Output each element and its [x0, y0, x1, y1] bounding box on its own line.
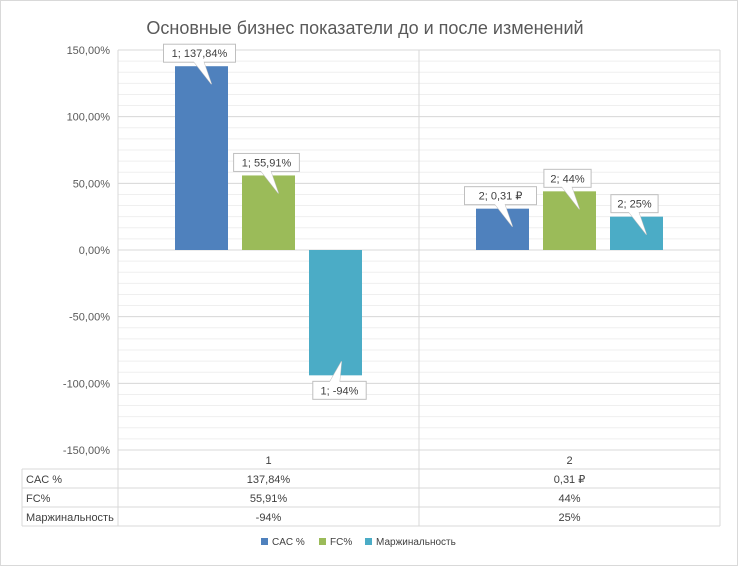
y-tick-label: 100,00% [67, 112, 111, 124]
legend-swatch [365, 538, 372, 545]
legend-item: Маржинальность [365, 537, 456, 548]
svg-text:1; -94%: 1; -94% [321, 385, 359, 397]
y-tick-label: -150,00% [63, 445, 110, 457]
data-label: 1; 55,91% [233, 152, 300, 194]
data-label: 1; 137,84% [163, 43, 236, 85]
category-label: 2 [566, 455, 572, 467]
table-cell: 0,31 ₽ [554, 474, 585, 486]
y-tick-label: 0,00% [79, 245, 110, 257]
table-cell: 44% [558, 493, 580, 505]
bar [309, 250, 362, 376]
svg-text:2; 0,31 ₽: 2; 0,31 ₽ [479, 191, 523, 203]
y-tick-label: -50,00% [69, 312, 110, 324]
data-label: 1; -94% [312, 361, 367, 400]
table-row-label: FC% [26, 493, 51, 505]
legend-label: Маржинальность [376, 537, 456, 548]
legend-item: FC% [319, 537, 352, 548]
y-tick-label: 150,00% [67, 45, 111, 57]
svg-text:2; 25%: 2; 25% [617, 199, 651, 211]
table-cell: -94% [256, 512, 282, 524]
data-label: 2; 25% [610, 194, 659, 235]
bar [543, 191, 596, 250]
legend-item: CAC % [261, 537, 305, 548]
bar [175, 66, 228, 250]
y-tick-label: 50,00% [73, 178, 111, 190]
legend-label: FC% [330, 537, 352, 548]
table-row-label: CAC % [26, 474, 62, 486]
bar [242, 175, 295, 250]
chart-title: Основные бизнес показатели до и после из… [146, 18, 583, 38]
legend-label: CAC % [272, 537, 305, 548]
legend-swatch [319, 538, 326, 545]
legend-swatch [261, 538, 268, 545]
data-label: 2; 0,31 ₽ [464, 186, 537, 227]
category-label: 1 [265, 455, 271, 467]
svg-text:1; 137,84%: 1; 137,84% [172, 48, 228, 60]
table-row-label: Маржинальность [26, 512, 114, 524]
data-label: 2; 44% [543, 168, 592, 210]
table-cell: 55,91% [250, 493, 288, 505]
bar [476, 208, 529, 250]
svg-text:1; 55,91%: 1; 55,91% [242, 157, 292, 169]
table-cell: 25% [558, 512, 580, 524]
svg-text:2; 44%: 2; 44% [550, 173, 584, 185]
y-tick-label: -100,00% [63, 378, 110, 390]
table-cell: 137,84% [247, 474, 291, 486]
